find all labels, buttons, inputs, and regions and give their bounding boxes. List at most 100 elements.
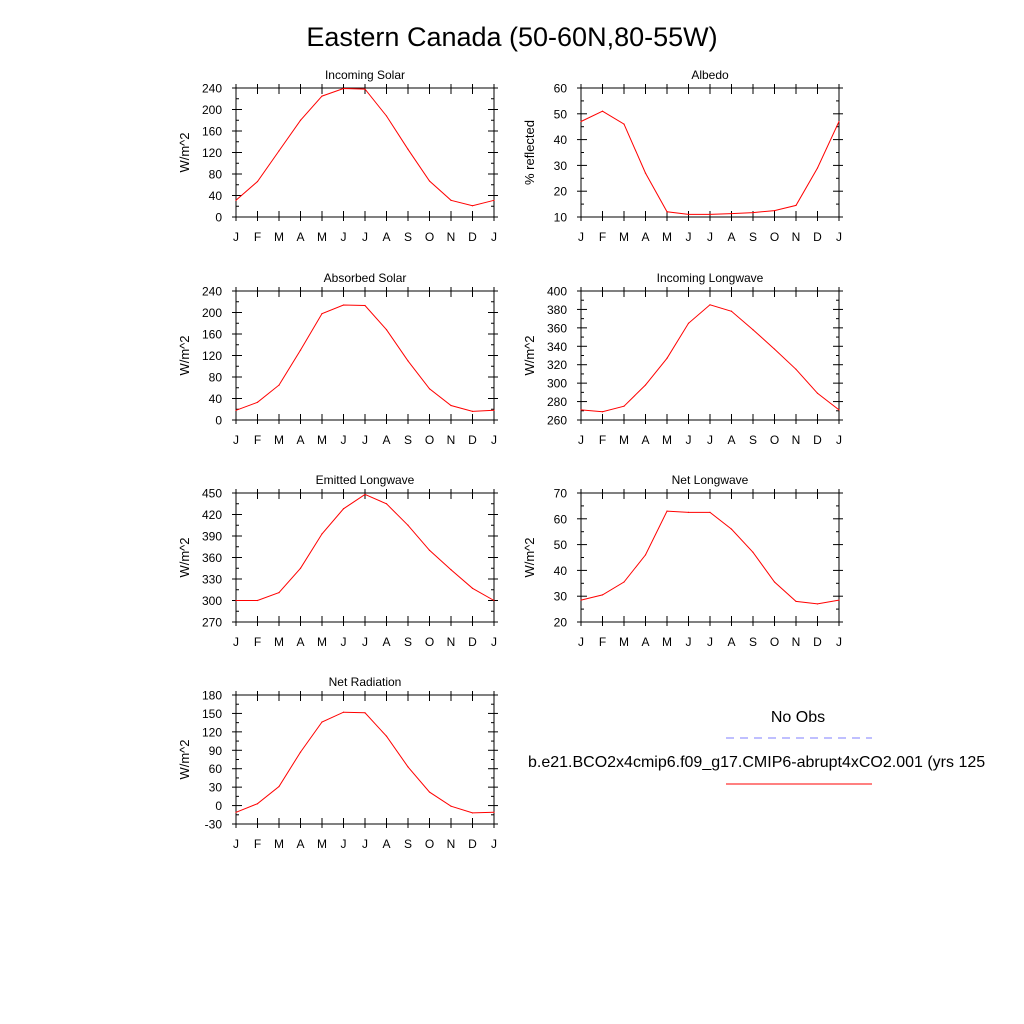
y-tick-label: 360 [202,551,222,565]
x-tick-label: F [599,433,606,447]
x-tick-label: M [274,230,284,244]
x-tick-label: D [813,230,822,244]
legend: No Obs b.e21.BCO2x4cmip6.f09_g17.CMIP6-a… [528,709,985,785]
chart-title: Incoming Longwave [657,271,764,285]
x-tick-label: O [770,433,779,447]
x-tick-label: S [404,837,412,851]
data-point [235,811,237,813]
y-tick-label: 70 [554,487,568,501]
x-tick-label: M [662,433,672,447]
data-point [385,329,388,331]
x-tick-label: J [491,635,497,649]
y-tick-label: 380 [547,303,567,317]
x-tick-label: N [792,230,801,244]
data-point [321,312,323,315]
x-tick-label: M [317,433,327,447]
y-tick-label: 40 [209,189,223,203]
x-tick-label: M [662,635,672,649]
data-point [450,569,452,571]
y-tick-label: 280 [547,395,567,409]
y-tick-label: 30 [554,590,568,604]
x-tick-label: J [362,635,368,649]
x-tick-label: J [233,230,239,244]
x-tick-label: F [254,433,261,447]
data-point [666,357,668,359]
data-point [256,401,259,403]
x-tick-label: S [749,433,757,447]
y-tick-label: 60 [554,82,568,96]
x-tick-label: N [792,635,801,649]
chart-title: Emitted Longwave [316,473,415,487]
x-tick-label: D [813,433,822,447]
y-axis-label: W/m^2 [177,132,192,172]
data-point [644,554,647,556]
data-point [342,87,345,90]
data-point [644,384,647,386]
data-point [644,172,647,174]
data-point [687,213,690,216]
data-point [471,587,474,589]
x-tick-label: N [447,635,456,649]
x-tick-label: A [641,433,649,447]
y-tick-label: 90 [209,744,223,758]
data-point [666,510,668,512]
x-tick-label: J [836,635,842,649]
y-axis-label: W/m^2 [522,537,537,577]
x-tick-label: J [233,837,239,851]
data-point [752,329,754,331]
data-point [752,212,754,214]
y-tick-label: -30 [205,818,223,832]
y-tick-label: 300 [202,594,222,608]
data-point [773,581,776,583]
data-point [795,204,797,206]
y-tick-label: 40 [209,392,223,406]
x-tick-label: J [341,837,347,851]
series-line [580,510,840,605]
data-point [838,409,840,411]
data-point [342,711,345,713]
data-point [256,180,259,183]
data-point [364,88,366,90]
data-point [364,712,366,714]
series-line [580,304,840,413]
y-tick-label: 200 [202,103,222,117]
data-point [428,791,431,793]
series-line [235,304,495,412]
data-point [407,148,409,150]
data-point [493,409,495,411]
y-tick-label: 0 [215,211,222,225]
data-point [752,551,754,553]
data-point [730,213,733,215]
x-tick-label: A [296,635,304,649]
x-tick-label: J [362,230,368,244]
data-point [773,348,776,350]
x-tick-label: F [254,635,261,649]
data-point [428,549,431,551]
data-point [493,811,495,813]
x-tick-label: O [425,230,434,244]
x-tick-label: M [317,837,327,851]
x-tick-label: M [662,230,672,244]
y-tick-label: 160 [202,328,222,342]
data-point [385,503,388,505]
data-point [623,405,625,407]
x-tick-label: J [233,433,239,447]
chart-title: Absorbed Solar [324,271,407,285]
y-tick-label: 420 [202,508,222,522]
data-point [321,533,323,535]
y-tick-label: 240 [202,82,222,96]
data-point [795,368,797,370]
x-tick-label: M [274,635,284,649]
plot-frame [580,290,840,421]
x-tick-label: J [362,837,368,851]
data-point [816,603,819,605]
data-point [407,766,409,768]
y-axis-label: W/m^2 [177,537,192,577]
data-point [580,599,582,601]
y-tick-label: 0 [215,799,222,813]
x-tick-label: F [254,230,261,244]
chart-title: Incoming Solar [325,68,405,82]
x-tick-label: O [425,635,434,649]
